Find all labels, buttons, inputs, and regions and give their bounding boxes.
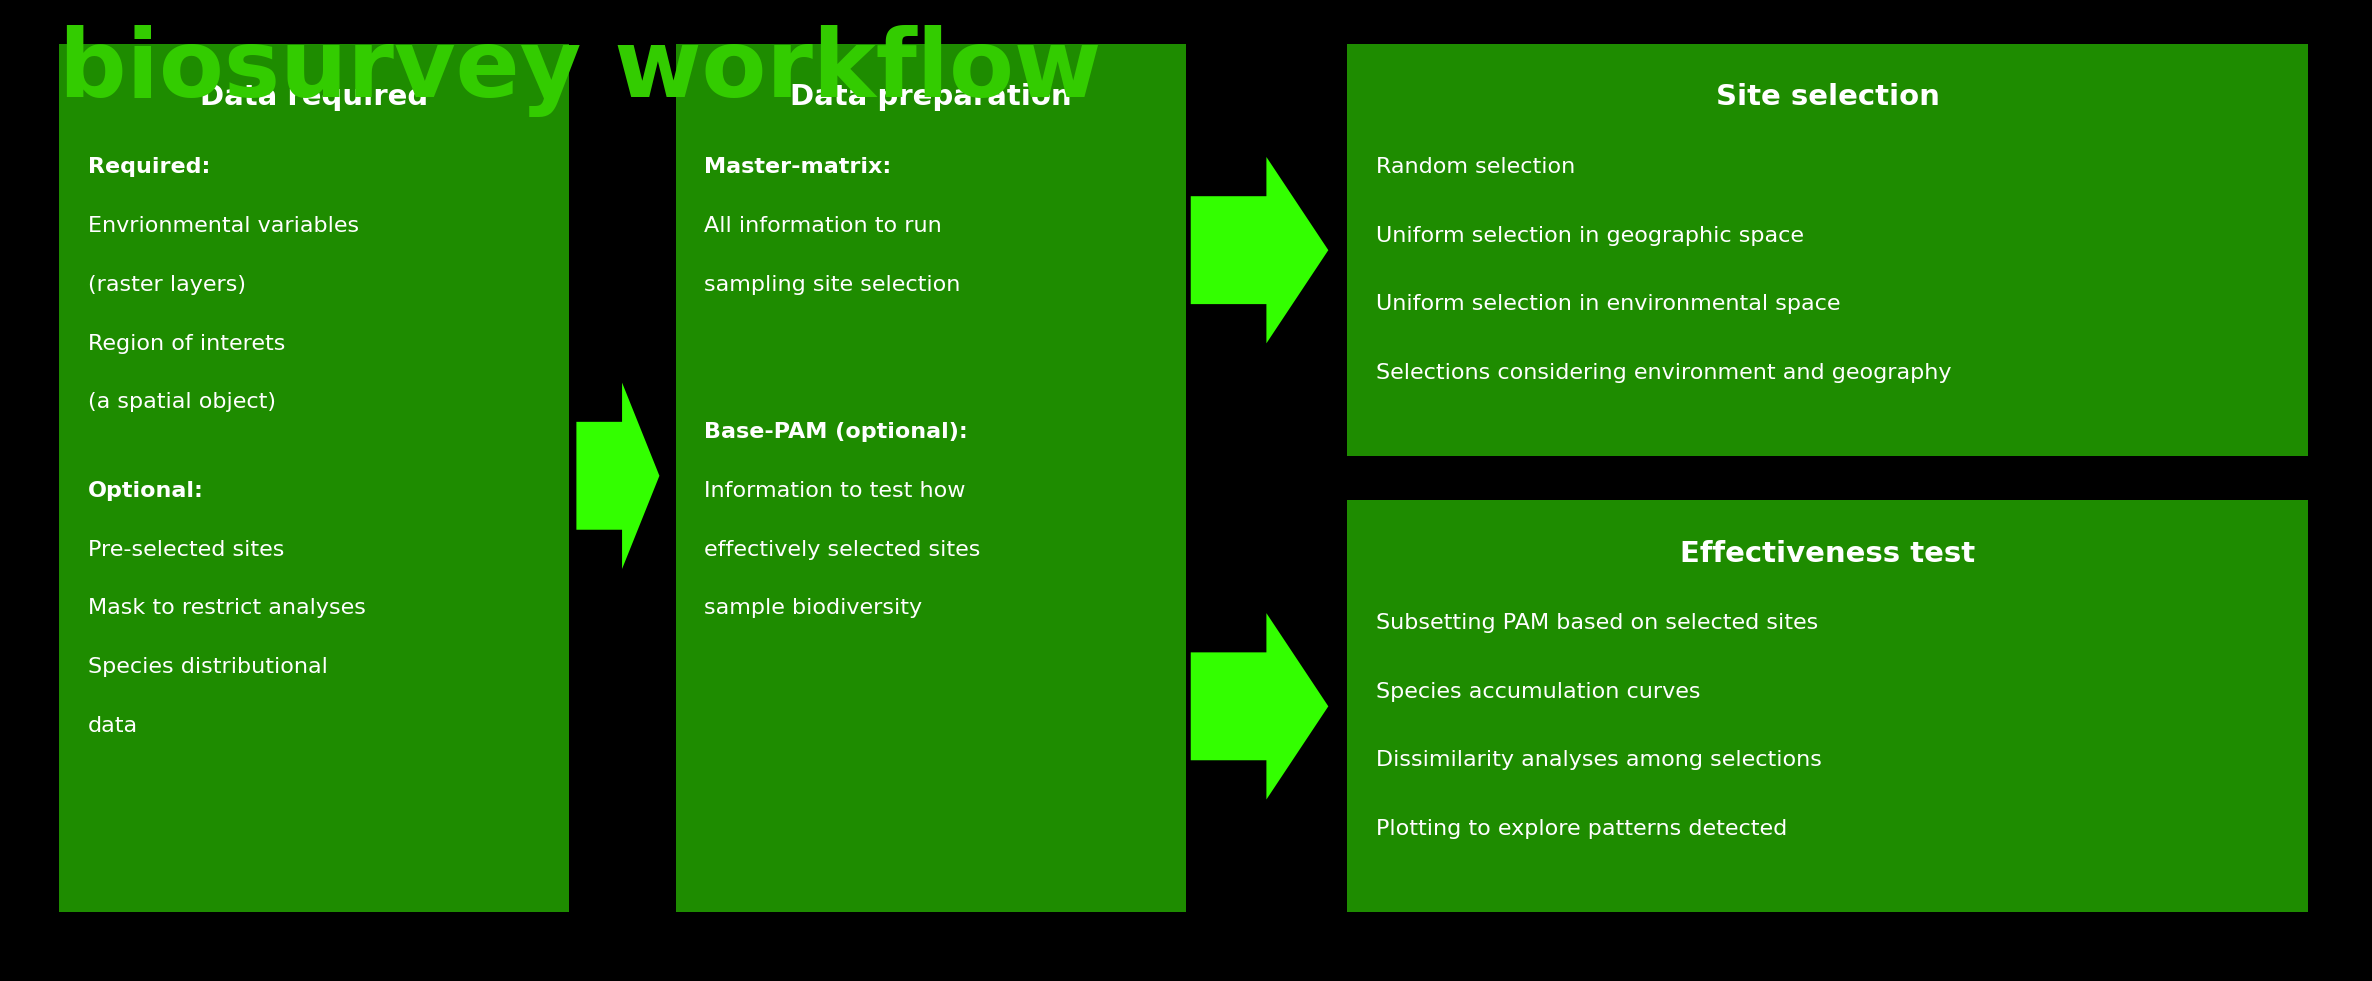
Text: Data required: Data required: [199, 83, 429, 112]
FancyBboxPatch shape: [676, 44, 1186, 912]
Text: Species distributional: Species distributional: [88, 657, 327, 677]
Text: Information to test how: Information to test how: [704, 481, 965, 500]
Text: biosurvey workflow: biosurvey workflow: [59, 25, 1101, 117]
Text: Optional:: Optional:: [88, 481, 204, 500]
Text: (a spatial object): (a spatial object): [88, 392, 275, 412]
Text: Species accumulation curves: Species accumulation curves: [1376, 682, 1701, 701]
Text: effectively selected sites: effectively selected sites: [704, 540, 982, 559]
Text: All information to run: All information to run: [704, 216, 942, 235]
Text: Mask to restrict analyses: Mask to restrict analyses: [88, 598, 365, 618]
FancyBboxPatch shape: [1347, 44, 2308, 456]
Text: Region of interets: Region of interets: [88, 334, 285, 353]
Text: Effectiveness test: Effectiveness test: [1679, 540, 1976, 568]
Text: Uniform selection in geographic space: Uniform selection in geographic space: [1376, 226, 1803, 245]
Polygon shape: [1191, 613, 1328, 800]
Text: Base-PAM (optional):: Base-PAM (optional):: [704, 422, 968, 441]
Text: sample biodiversity: sample biodiversity: [704, 598, 923, 618]
Polygon shape: [1191, 157, 1328, 343]
Text: Data preparation: Data preparation: [790, 83, 1072, 112]
Text: Master-matrix:: Master-matrix:: [704, 157, 892, 177]
Text: Subsetting PAM based on selected sites: Subsetting PAM based on selected sites: [1376, 613, 1817, 633]
Text: (raster layers): (raster layers): [88, 275, 247, 294]
Text: Pre-selected sites: Pre-selected sites: [88, 540, 285, 559]
Text: Site selection: Site selection: [1715, 83, 1940, 112]
Polygon shape: [576, 383, 659, 569]
Text: sampling site selection: sampling site selection: [704, 275, 961, 294]
Text: Required:: Required:: [88, 157, 211, 177]
Text: Plotting to explore patterns detected: Plotting to explore patterns detected: [1376, 819, 1786, 839]
Text: Selections considering environment and geography: Selections considering environment and g…: [1376, 363, 1952, 383]
FancyBboxPatch shape: [59, 44, 569, 912]
FancyBboxPatch shape: [1347, 500, 2308, 912]
Text: Dissimilarity analyses among selections: Dissimilarity analyses among selections: [1376, 750, 1822, 770]
Text: Uniform selection in environmental space: Uniform selection in environmental space: [1376, 294, 1841, 314]
Text: Random selection: Random selection: [1376, 157, 1575, 177]
Text: Envrionmental variables: Envrionmental variables: [88, 216, 358, 235]
Text: data: data: [88, 716, 138, 736]
